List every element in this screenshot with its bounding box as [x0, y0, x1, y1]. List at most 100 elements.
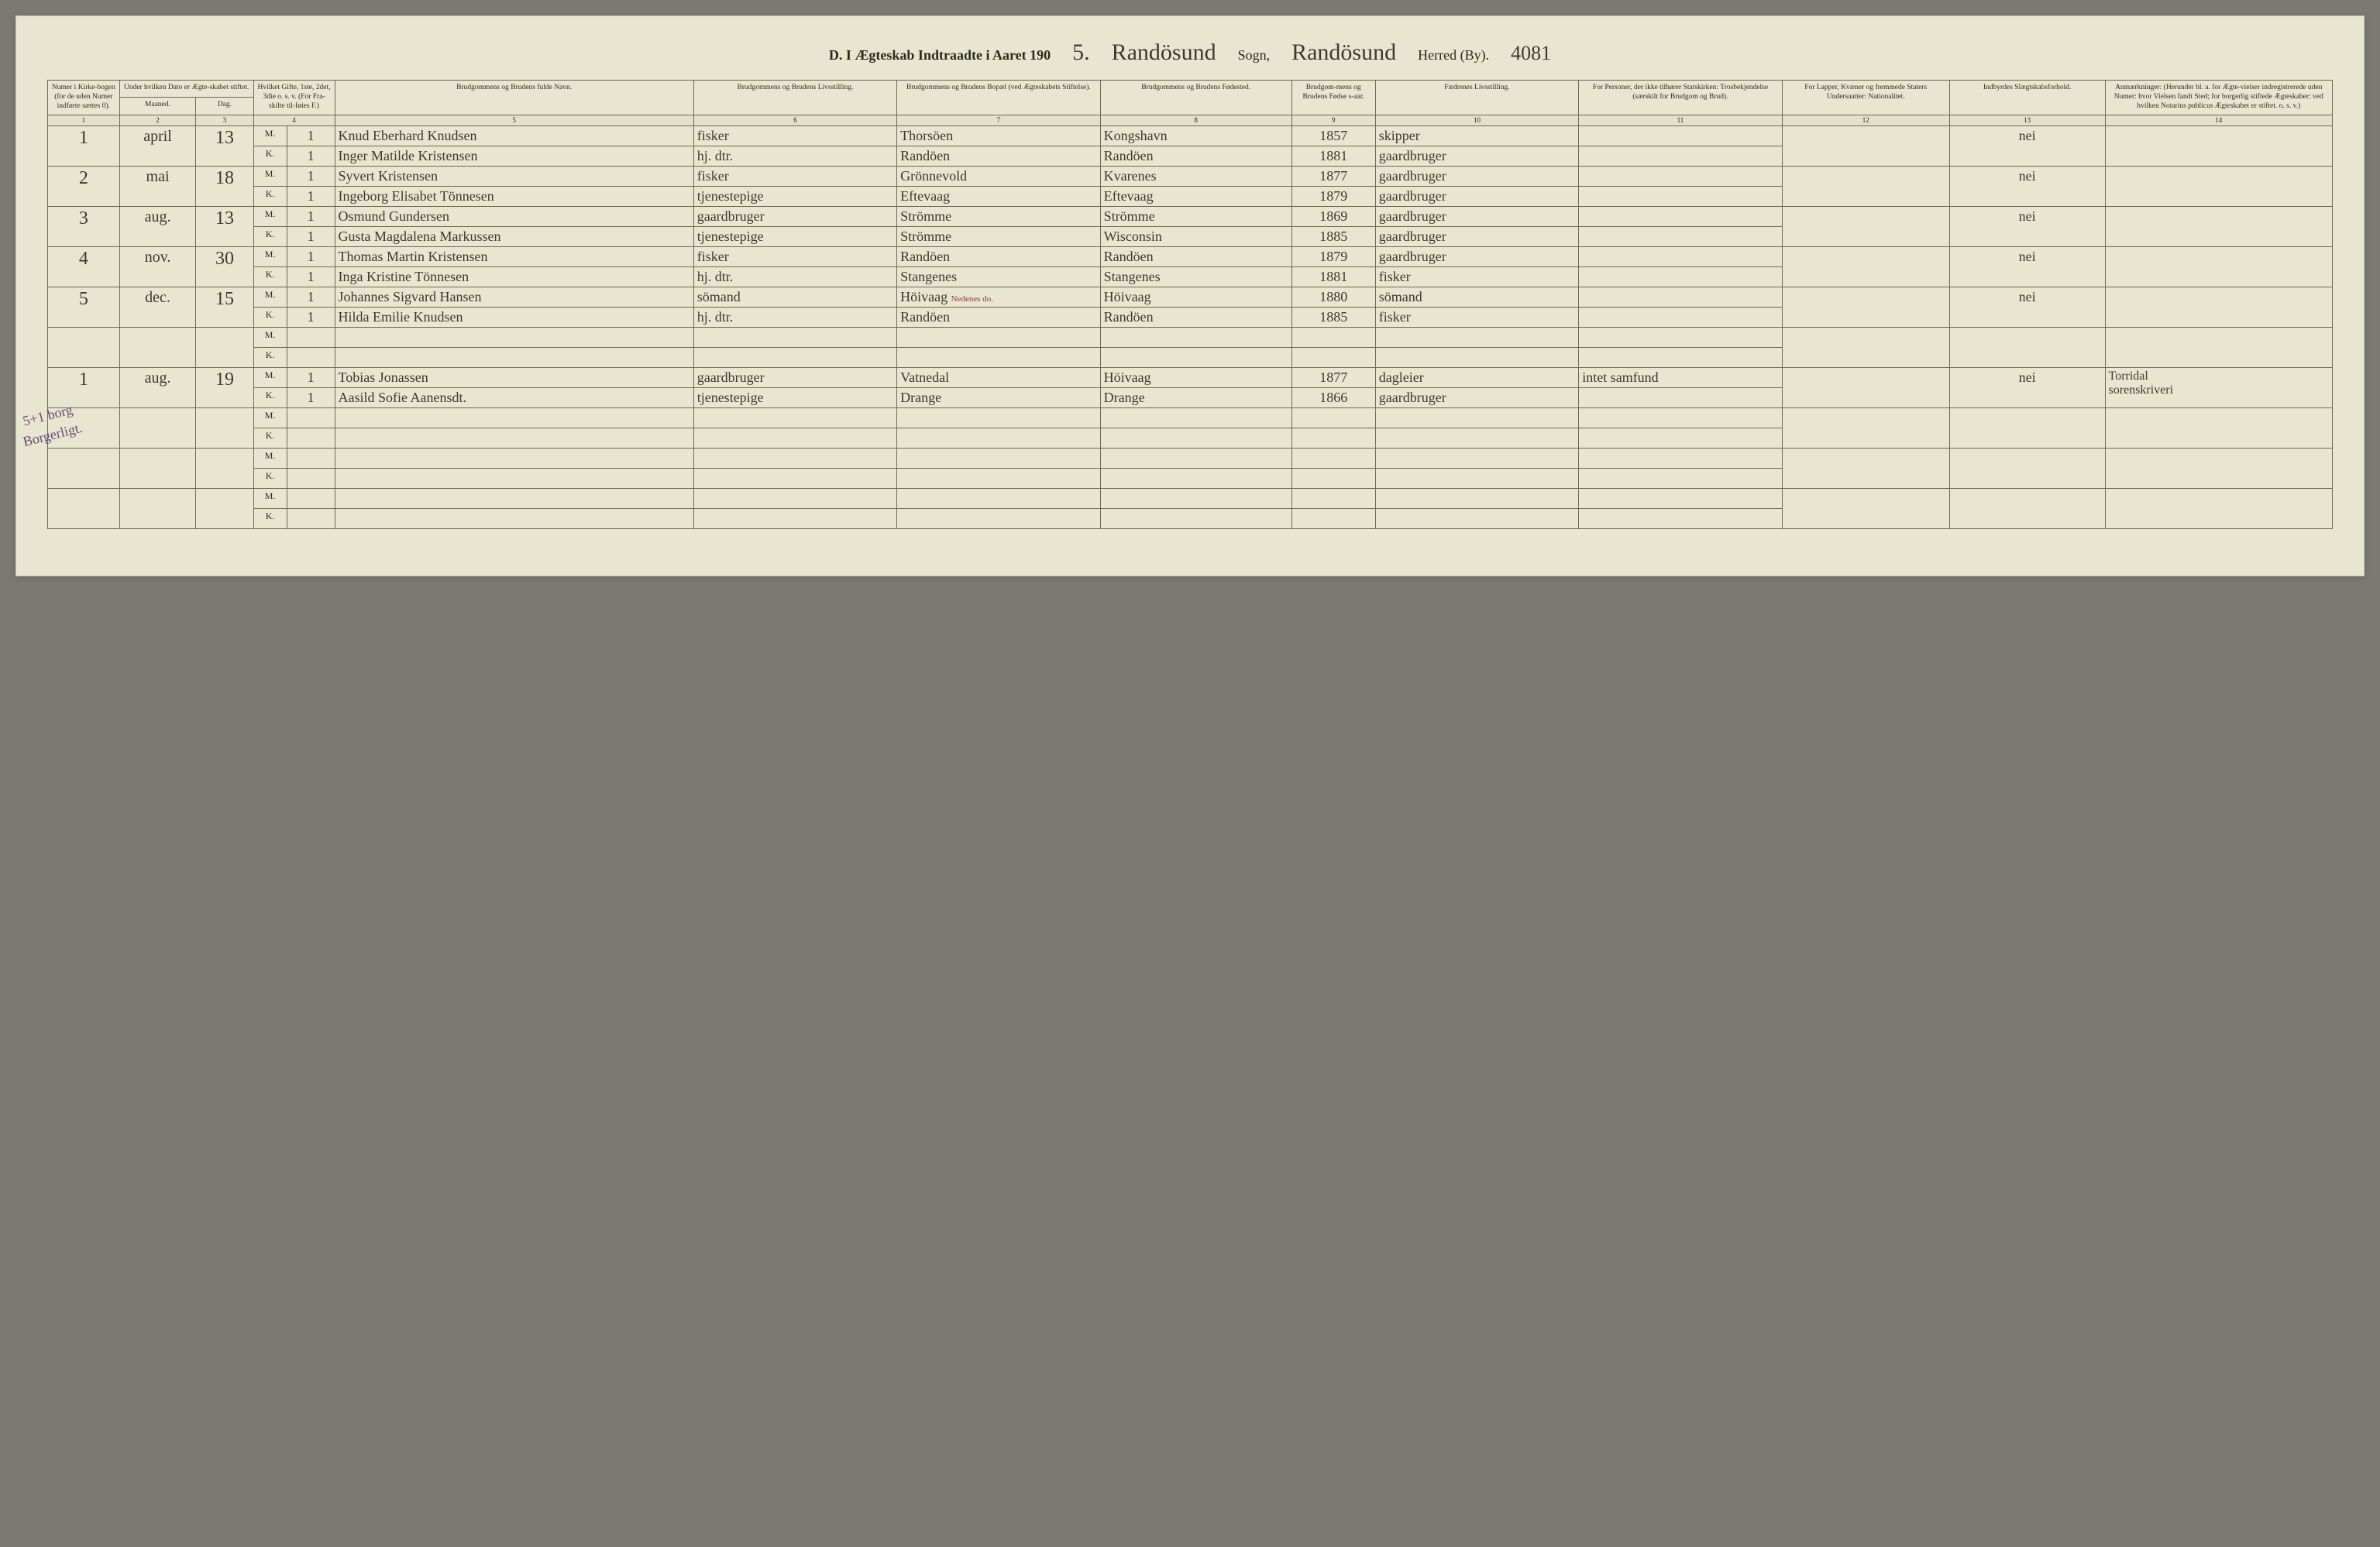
m-stilling: fisker — [693, 166, 896, 186]
k-name: Hilda Emilie Knudsen — [335, 307, 693, 327]
hdr-6: Brudgommens og Brudens Livsstilling. — [693, 81, 896, 115]
k-c11 — [1579, 226, 1782, 246]
coln-10: 10 — [1375, 115, 1578, 125]
m-fodested: Strömme — [1100, 206, 1291, 226]
m-bopael: Grönnevold — [897, 166, 1100, 186]
table-row: 3aug.13M.1Osmund GundersengaardbrugerStr… — [48, 206, 2333, 226]
coln-6: 6 — [693, 115, 896, 125]
entry-day: 15 — [196, 287, 253, 327]
hdr-12: For Lapper, Kvæner og fremmede Staters U… — [1782, 81, 1949, 115]
m-c11 — [1579, 246, 1782, 266]
m-bopael: Thorsöen — [897, 125, 1100, 146]
table-row: 4nov.30M.1Thomas Martin Kristensenfisker… — [48, 246, 2333, 266]
c14: Torridalsorenskriveri — [2105, 367, 2332, 407]
m-bopael: Vatnedal — [897, 367, 1100, 387]
k-c11 — [1579, 146, 1782, 166]
mk-m: M. — [253, 206, 287, 226]
page-number: 4081 — [1511, 42, 1551, 65]
hdr-13: Indbyrdes Slægtskabsforhold. — [1949, 81, 2105, 115]
hdr-2-month: Maaned. — [119, 98, 196, 115]
k-stilling: hj. dtr. — [693, 266, 896, 287]
entry-no: 5 — [48, 287, 120, 327]
k-c11 — [1579, 387, 1782, 407]
c13: nei — [1949, 287, 2105, 327]
k-far: gaardbruger — [1375, 226, 1578, 246]
k-c11 — [1579, 307, 1782, 327]
entry-no: 2 — [48, 166, 120, 206]
coln-14: 14 — [2105, 115, 2332, 125]
herred-value: Randösund — [1291, 40, 1396, 66]
k-stilling: tjenestepige — [693, 226, 896, 246]
c14 — [2105, 246, 2332, 287]
mk-k: K. — [253, 347, 287, 367]
coln-7: 7 — [897, 115, 1100, 125]
bopael-note: Nedenes do. — [951, 294, 993, 304]
hdr-2-day: Dag. — [196, 98, 253, 115]
c14 — [2105, 287, 2332, 327]
mk-m: M. — [253, 287, 287, 307]
c13: nei — [1949, 206, 2105, 246]
hdr-4: Hvilket Gifte, 1ste, 2det, 3die o. s. v.… — [253, 81, 335, 115]
m-c11: intet samfund — [1579, 367, 1782, 387]
sogn-label: Sogn, — [1238, 47, 1271, 64]
m-name: Tobias Jonassen — [335, 367, 693, 387]
table-row-blank: M. — [48, 448, 2333, 468]
hdr-7: Brudgommens og Brudens Bopæl (ved Ægtesk… — [897, 81, 1100, 115]
k-bopael: Stangenes — [897, 266, 1100, 287]
mk-k: K. — [253, 428, 287, 448]
hdr-1: Numer i Kirke-bogen (for de uden Numer i… — [48, 81, 120, 115]
entry-no: 4 — [48, 246, 120, 287]
k-aar: 1881 — [1291, 146, 1375, 166]
table-row: 1april13M.1Knud Eberhard KnudsenfiskerTh… — [48, 125, 2333, 146]
k-far: gaardbruger — [1375, 387, 1578, 407]
k-gifte: 1 — [287, 226, 335, 246]
mk-k: K. — [253, 186, 287, 206]
title-year-digit: 5. — [1072, 40, 1090, 66]
coln-11: 11 — [1579, 115, 1782, 125]
k-gifte: 1 — [287, 186, 335, 206]
m-stilling: sömand — [693, 287, 896, 307]
mk-m: M. — [253, 166, 287, 186]
m-far: dagleier — [1375, 367, 1578, 387]
k-bopael: Eftevaag — [897, 186, 1100, 206]
m-name: Knud Eberhard Knudsen — [335, 125, 693, 146]
k-bopael: Strömme — [897, 226, 1100, 246]
k-far: fisker — [1375, 266, 1578, 287]
k-gifte: 1 — [287, 146, 335, 166]
m-stilling: fisker — [693, 246, 896, 266]
hdr-10: Fædrenes Livsstilling. — [1375, 81, 1578, 115]
table-row-blank: M. — [48, 488, 2333, 508]
table-row: 5dec.15M.1Johannes Sigvard HansensömandH… — [48, 287, 2333, 307]
k-stilling: tjenestepige — [693, 186, 896, 206]
m-gifte: 1 — [287, 206, 335, 226]
hdr-2-top: Under hvilken Dato er Ægte-skabet stifte… — [119, 81, 253, 98]
title-prefix: D. I Ægteskab Indtraadte i Aaret 190 — [829, 47, 1051, 64]
k-aar: 1885 — [1291, 307, 1375, 327]
table-row: 2mai18M.1Syvert KristensenfiskerGrönnevo… — [48, 166, 2333, 186]
coln-5: 5 — [335, 115, 693, 125]
m-fodested: Kvarenes — [1100, 166, 1291, 186]
k-aar: 1866 — [1291, 387, 1375, 407]
entry-month: aug. — [119, 206, 196, 246]
m-bopael: Höivaag Nedenes do. — [897, 287, 1100, 307]
m-c11 — [1579, 287, 1782, 307]
m-name: Syvert Kristensen — [335, 166, 693, 186]
entry-month: dec. — [119, 287, 196, 327]
k-stilling: hj. dtr. — [693, 146, 896, 166]
c12 — [1782, 166, 1949, 206]
c12 — [1782, 206, 1949, 246]
coln-3: 3 — [196, 115, 253, 125]
k-fodested: Eftevaag — [1100, 186, 1291, 206]
mk-k: K. — [253, 266, 287, 287]
entry-no: 1 — [48, 367, 120, 407]
k-bopael: Randöen — [897, 146, 1100, 166]
k-fodested: Randöen — [1100, 146, 1291, 166]
mk-k: K. — [253, 508, 287, 528]
c12 — [1782, 287, 1949, 327]
sogn-value: Randösund — [1112, 40, 1216, 66]
m-far: skipper — [1375, 125, 1578, 146]
k-far: gaardbruger — [1375, 146, 1578, 166]
hdr-5: Brudgommens og Brudens fulde Navn. — [335, 81, 693, 115]
mk-k: K. — [253, 468, 287, 488]
m-name: Johannes Sigvard Hansen — [335, 287, 693, 307]
